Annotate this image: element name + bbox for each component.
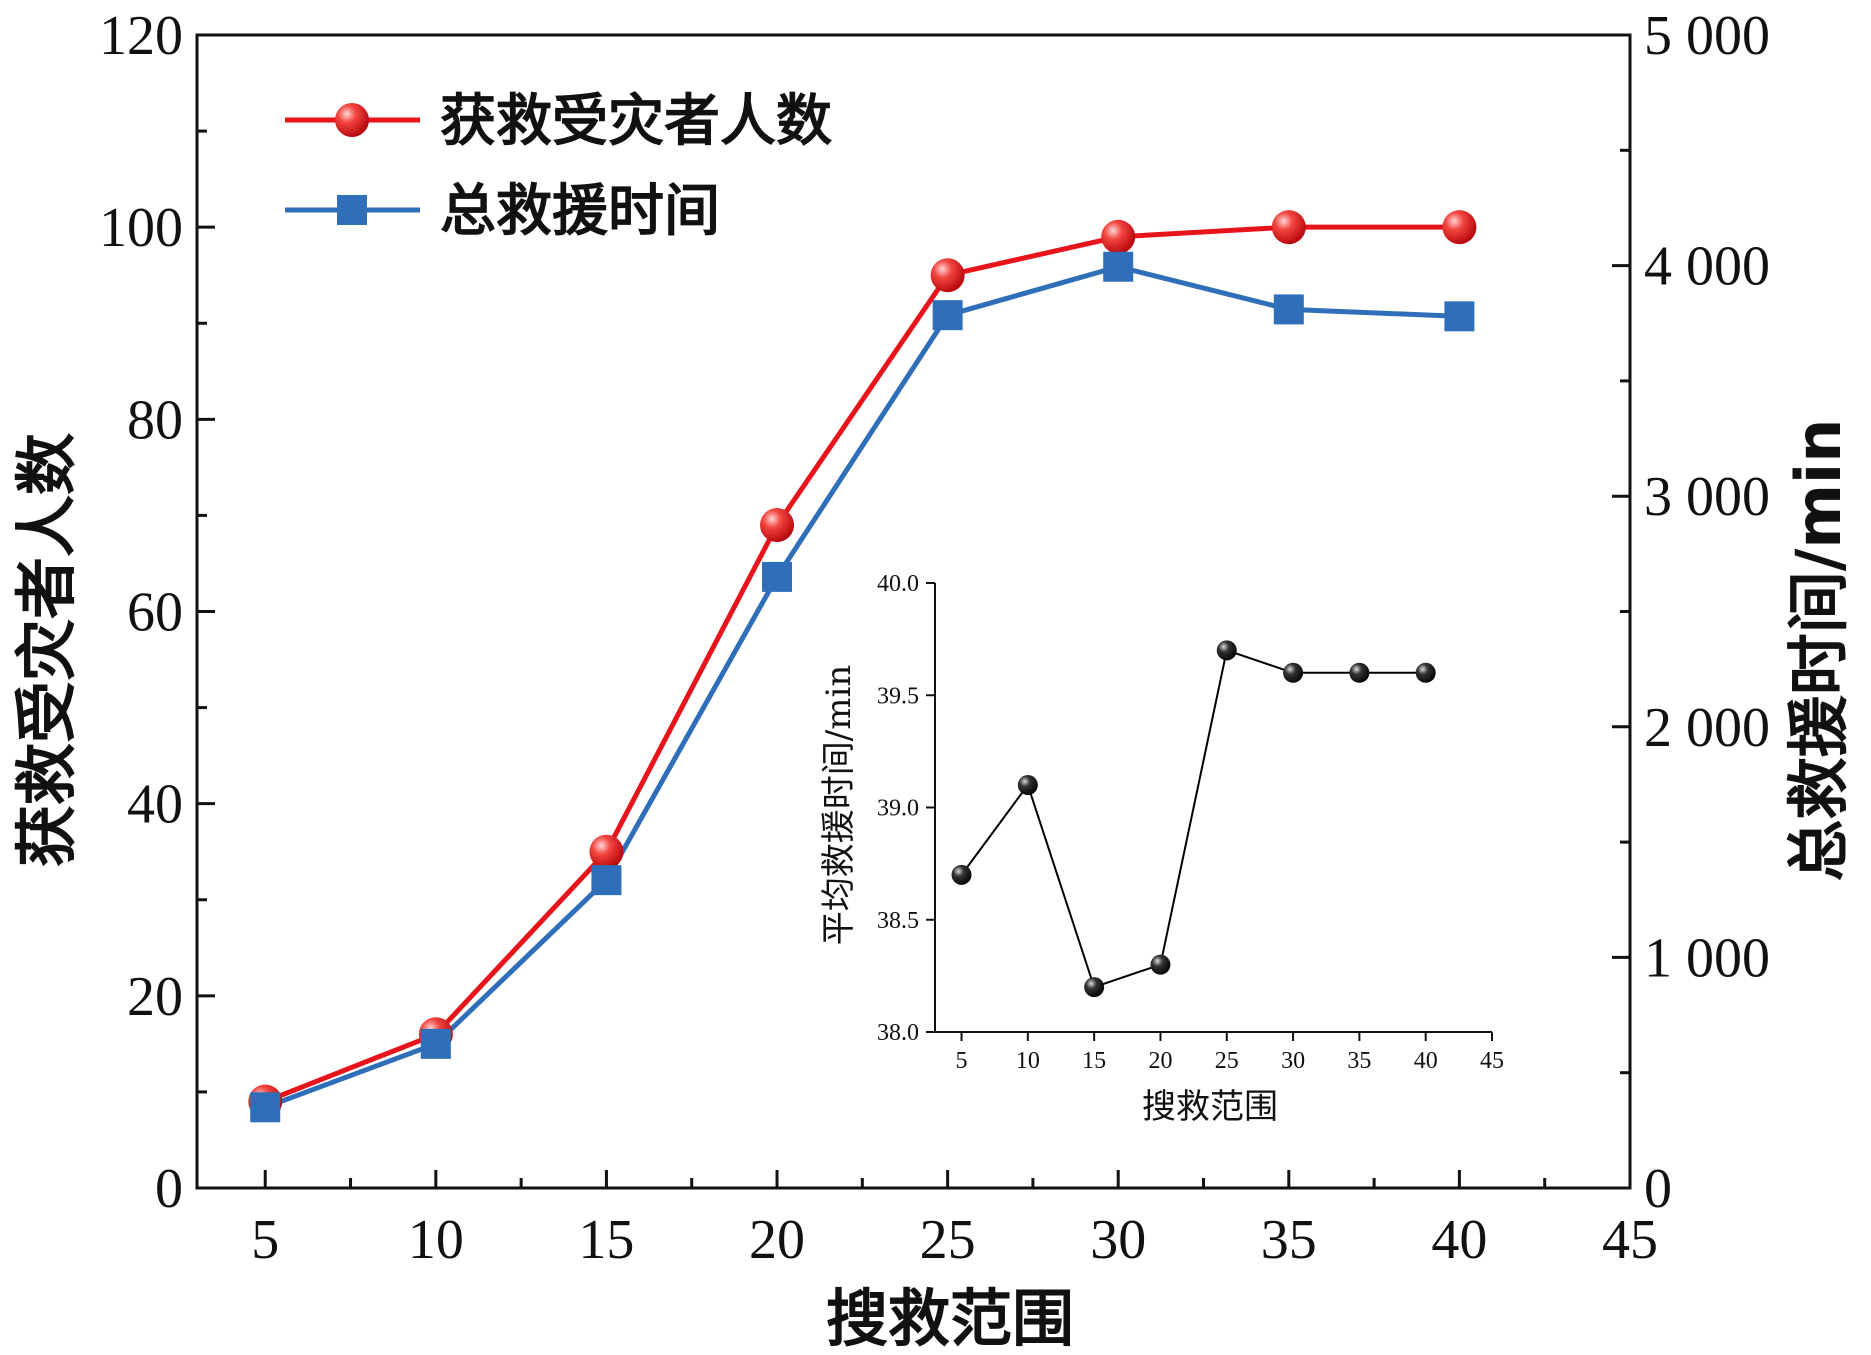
left-y-axis-title: 获救受灾者人数 (10, 433, 83, 867)
left-y-tick-label: 120 (99, 5, 183, 67)
legend-marker-rescued (335, 103, 369, 137)
right-y-tick-label: 5 000 (1644, 5, 1770, 67)
point-total-time (591, 865, 622, 896)
inset-series-line (960, 649, 1426, 989)
right-y-axis-title: 总救援时间/min (1782, 419, 1855, 882)
right-y-tick-label: 1 000 (1644, 927, 1770, 989)
point-total-time (250, 1092, 281, 1123)
inset-axes: 5 10 15 20 25 30 35 40 45 38.0 38.5 39.0 39.5 40.0 (877, 571, 1504, 1074)
x-axis-title: 搜救范围 (826, 1282, 1074, 1355)
inset-series (951, 640, 1436, 998)
inset-point (1415, 662, 1436, 683)
left-y-tick-label: 20 (127, 966, 183, 1028)
inset-point (951, 864, 972, 885)
left-y-tick-label: 40 (127, 774, 183, 836)
point-rescued (589, 834, 624, 869)
legend-label-rescued: 获救受灾者人数 (440, 89, 832, 154)
x-tick-label: 35 (1261, 1209, 1317, 1271)
point-total-time (1103, 251, 1134, 282)
inset-point (1017, 775, 1038, 796)
point-total-time (932, 300, 963, 331)
inset-y-tick-label: 39.0 (877, 796, 919, 822)
point-total-time (420, 1028, 451, 1059)
inset-x-tick-label: 35 (1347, 1048, 1371, 1074)
inset-point (1283, 662, 1304, 683)
inset-point (1349, 662, 1370, 683)
right-y-tick-label: 0 (1644, 1158, 1672, 1220)
inset-y-axis-title: 平均救援时间/min (819, 665, 859, 945)
x-tick-label: 5 (251, 1209, 279, 1271)
legend: 获救受灾者人数 总救援时间 (285, 89, 832, 244)
inset-plot: 5 10 15 20 25 30 35 40 45 38.0 38.5 39.0 39.5 40.0 搜救… (819, 571, 1504, 1127)
point-rescued (1442, 210, 1477, 245)
left-y-tick-label: 100 (99, 197, 183, 259)
inset-x-axis-title: 搜救范围 (1142, 1087, 1278, 1127)
x-tick-label: 20 (749, 1209, 805, 1271)
inset-x-tick-label: 20 (1148, 1048, 1172, 1074)
right-y-tick-label: 4 000 (1644, 236, 1770, 298)
series-line-total-time (264, 264, 1460, 1110)
point-total-time (762, 561, 793, 592)
inset-x-tick-label: 30 (1281, 1048, 1305, 1074)
inset-y-tick-label: 39.5 (877, 683, 919, 709)
inset-point (1084, 977, 1105, 998)
x-tick-label: 45 (1602, 1209, 1658, 1271)
inset-y-tick-label: 40.0 (877, 571, 919, 597)
point-rescued (760, 508, 795, 543)
inset-axis-lines (934, 583, 1492, 1033)
x-tick-label: 15 (578, 1209, 634, 1271)
inset-x-tick-label: 25 (1215, 1048, 1239, 1074)
inset-y-tick-label: 38.0 (877, 1020, 919, 1046)
inset-x-tick-label: 40 (1414, 1048, 1438, 1074)
x-tick-label: 10 (408, 1209, 464, 1271)
left-y-tick-label: 0 (155, 1158, 183, 1220)
inset-y-tick-label: 38.5 (877, 908, 919, 934)
point-rescued (930, 258, 965, 293)
point-rescued (1271, 210, 1306, 245)
inset-x-tick-label: 15 (1082, 1048, 1106, 1074)
inset-point (1150, 954, 1171, 975)
legend-label-total-time: 总救援时间 (440, 179, 720, 244)
left-y-tick-label: 60 (127, 582, 183, 644)
series-line-rescued (264, 224, 1460, 1104)
x-tick-label: 25 (920, 1209, 976, 1271)
inset-point (1216, 640, 1237, 661)
main-series (248, 210, 1477, 1123)
inset-x-tick-label: 5 (956, 1048, 968, 1074)
left-y-tick-label: 80 (127, 389, 183, 451)
point-total-time (1273, 294, 1304, 325)
point-total-time (1444, 301, 1475, 332)
x-tick-label: 30 (1090, 1209, 1146, 1271)
x-tick-label: 40 (1431, 1209, 1487, 1271)
legend-marker-total-time (337, 195, 367, 225)
point-rescued (1101, 219, 1136, 254)
right-y-tick-label: 3 000 (1644, 466, 1770, 528)
inset-x-tick-label: 10 (1016, 1048, 1040, 1074)
inset-x-tick-label: 45 (1480, 1048, 1504, 1074)
right-y-tick-label: 2 000 (1644, 697, 1770, 759)
